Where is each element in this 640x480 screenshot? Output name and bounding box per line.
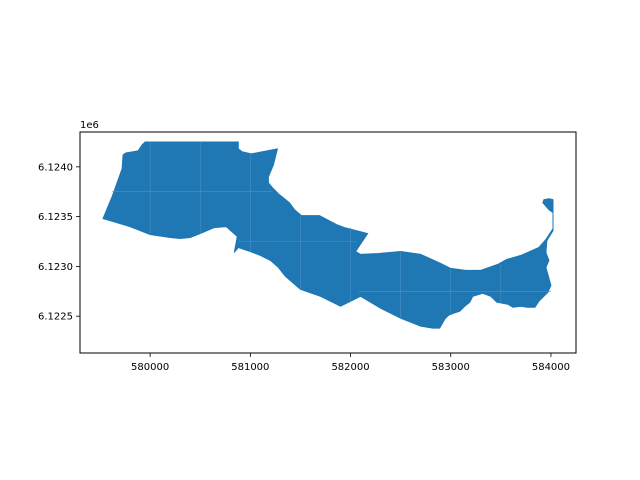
x-tick-label: 584000 <box>532 362 570 373</box>
y-tick-label: 6.1240 <box>38 162 73 173</box>
y-axis: 6.1225 6.1230 6.1235 6.1240 <box>38 162 80 323</box>
axes-frame <box>79 131 577 354</box>
y-tick-label: 6.1225 <box>38 312 73 323</box>
y-offset-label: 1e6 <box>80 120 99 131</box>
y-tick-label: 6.1235 <box>38 212 73 223</box>
x-tick-label: 581000 <box>231 362 269 373</box>
x-axis: 580000 581000 582000 583000 584000 <box>131 353 570 373</box>
map-shape-layer <box>102 141 554 329</box>
x-tick-label: 583000 <box>432 362 470 373</box>
x-tick-label: 580000 <box>131 362 169 373</box>
region-polygon <box>102 141 554 329</box>
x-tick-label: 582000 <box>331 362 369 373</box>
y-tick-label: 6.1230 <box>38 262 73 273</box>
